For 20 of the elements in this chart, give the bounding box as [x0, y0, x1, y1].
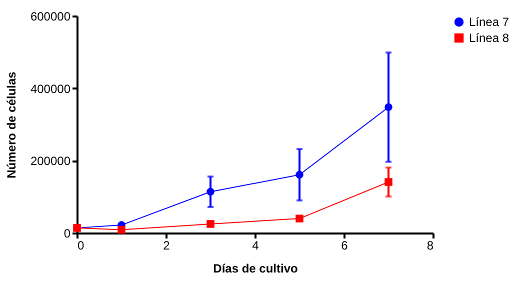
- y-tick-label: 600000: [30, 10, 71, 24]
- x-tick-label: 8: [426, 238, 434, 252]
- y-tick-label: 0: [64, 226, 71, 240]
- point: [384, 178, 392, 186]
- point: [296, 214, 304, 222]
- point: [206, 220, 214, 228]
- x-tick-label: 0: [78, 238, 84, 252]
- point: [206, 188, 214, 196]
- legend-label: Línea 7: [469, 15, 510, 29]
- point: [118, 226, 126, 234]
- y-axis-title: Número de células: [4, 71, 18, 178]
- x-tick-label: 2: [163, 238, 170, 252]
- point: [296, 170, 304, 179]
- y-tick-label: 200000: [30, 154, 71, 168]
- point: [384, 103, 392, 112]
- y-tick-label: 400000: [30, 82, 71, 96]
- x-tick-label: 6: [341, 238, 348, 252]
- x-tick-label: 4: [252, 238, 260, 252]
- x-axis-title: Días de cultivo: [213, 262, 298, 276]
- legend-label: Línea 8: [469, 31, 510, 45]
